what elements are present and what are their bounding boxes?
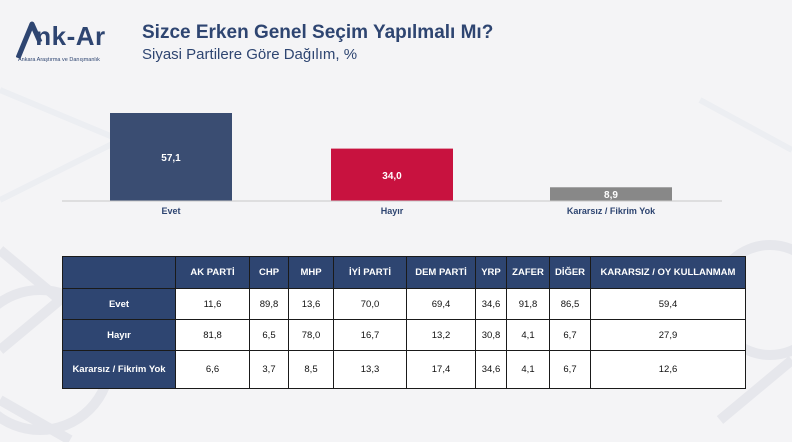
table-cell: 12,6 [590,350,746,389]
table-cell: 6,6 [175,350,250,389]
table-cell: 34,6 [475,288,507,320]
column-header: DEM PARTİ [406,256,476,289]
column-header: KARARSIZ / OY KULLANMAM [590,256,746,289]
table-cell: 6,7 [549,319,591,351]
table-cell: 16,7 [333,319,407,351]
table-cell: 78,0 [288,319,334,351]
table-cell: 3,7 [249,350,289,389]
column-header: İYİ PARTİ [333,256,407,289]
table-cell: 86,5 [549,288,591,320]
table-header-row: AK PARTİ CHP MHP İYİ PARTİ DEM PARTİ YRP… [62,256,746,289]
table-cell: 4,1 [506,319,550,351]
column-header: DİĞER [549,256,591,289]
table-cell: 11,6 [175,288,250,320]
table-cell: 8,5 [288,350,334,389]
table-cell: 13,3 [333,350,407,389]
party-breakdown-table: AK PARTİ CHP MHP İYİ PARTİ DEM PARTİ YRP… [62,256,746,389]
table-cell: 89,8 [249,288,289,320]
bar-chart: 57,1 Evet 34,0 Hayır 8,9 Kararsız / Fikrim Yo… [62,113,722,216]
table-row: Evet 11,6 89,8 13,6 70,0 69,4 34,6 91,8 86,5 59,4 [62,288,746,320]
column-header: AK PARTİ [175,256,250,289]
table-cell: 17,4 [406,350,476,389]
column-header: ZAFER [506,256,550,289]
category-label: Evet [161,206,180,216]
column-header: CHP [249,256,289,289]
column-header: MHP [288,256,334,289]
row-header: Hayır [62,319,176,351]
table-cell: 13,6 [288,288,334,320]
bar [550,187,672,201]
table-cell: 34,6 [475,350,507,389]
table-cell: 91,8 [506,288,550,320]
category-label: Kararsız / Fikrim Yok [567,206,656,216]
row-header: Kararsız / Fikrim Yok [62,350,176,389]
table-row: Hayır 81,8 6,5 78,0 16,7 13,2 30,8 4,1 6,7 27,9 [62,319,746,351]
row-header: Evet [62,288,176,320]
table-cell: 81,8 [175,319,250,351]
table-cell: 69,4 [406,288,476,320]
column-header: YRP [475,256,507,289]
bar-value-label: 8,9 [604,190,618,201]
chart-subtitle: Siyasi Partilere Göre Dağılım, % [142,46,358,63]
table-cell: 59,4 [590,288,746,320]
brand-tagline: Ankara Araştırma ve Danışmanlık [18,57,100,63]
table-row: Kararsız / Fikrim Yok 6,6 3,7 8,5 13,3 17,4 34… [62,350,746,389]
table-cell: 70,0 [333,288,407,320]
bar-value-label: 57,1 [161,153,181,164]
chart-title: Sizce Erken Genel Seçim Yapılmalı Mı? [142,22,494,43]
table-cell: 4,1 [506,350,550,389]
table-cell: 13,2 [406,319,476,351]
bar [110,113,232,201]
bar [331,148,453,201]
logo-icon [16,21,43,59]
category-label: Hayır [381,206,404,216]
bar-value-label: 34,0 [382,171,402,182]
table-cell: 6,7 [549,350,591,389]
brand-rest: nk-Ar [35,21,106,51]
table-cell: 27,9 [590,319,746,351]
table-corner-cell [62,256,176,289]
table-cell: 30,8 [475,319,507,351]
table-cell: 6,5 [249,319,289,351]
brand-name: Ank-Ar [16,21,106,52]
